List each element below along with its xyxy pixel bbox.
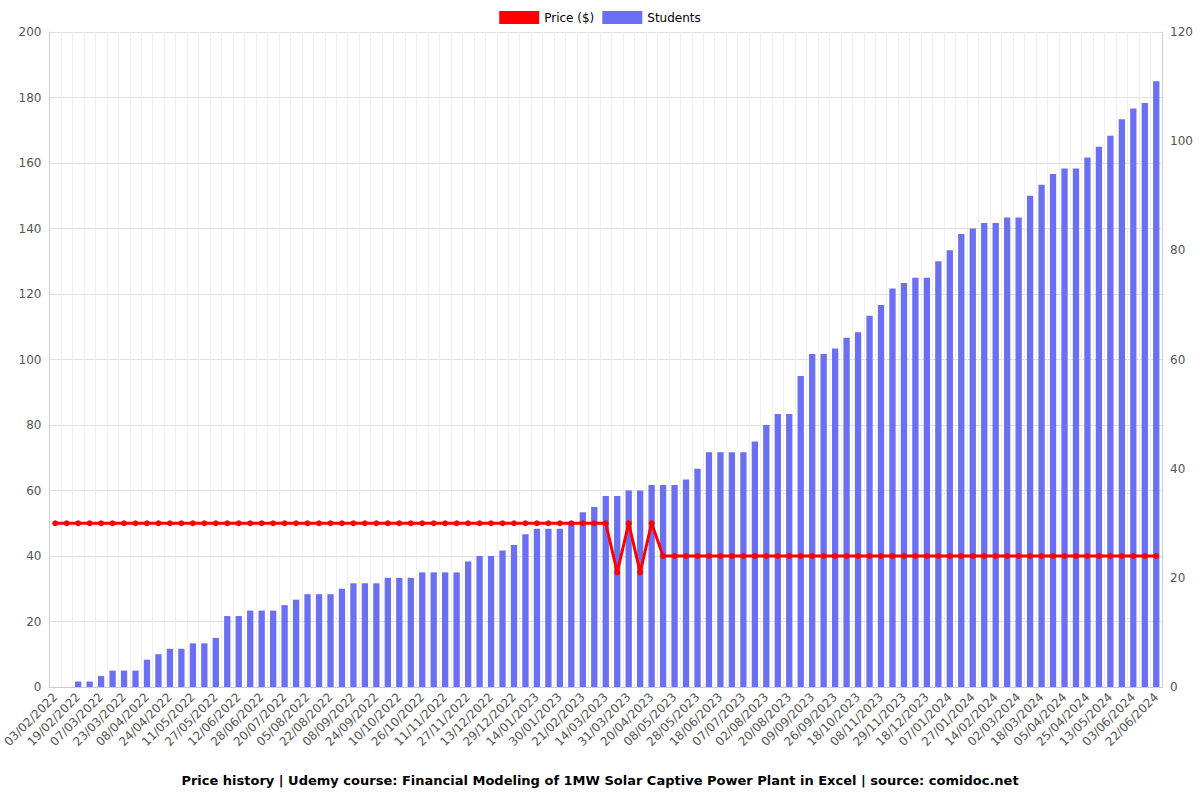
svg-text:24/04/2022: 24/04/2022 bbox=[116, 690, 175, 749]
svg-text:27/01/2024: 27/01/2024 bbox=[919, 690, 978, 749]
svg-text:03/06/2024: 03/06/2024 bbox=[1079, 690, 1139, 749]
svg-text:12/06/2022: 12/06/2022 bbox=[184, 690, 244, 749]
svg-text:02/03/2024: 02/03/2024 bbox=[964, 690, 1024, 749]
svg-text:20/08/2023: 20/08/2023 bbox=[735, 690, 795, 749]
svg-text:18/10/2023: 18/10/2023 bbox=[804, 690, 863, 749]
svg-text:140: 140 bbox=[19, 222, 42, 236]
svg-text:40: 40 bbox=[1170, 462, 1185, 476]
svg-text:14/01/2023: 14/01/2023 bbox=[483, 690, 542, 749]
svg-text:08/04/2022: 08/04/2022 bbox=[93, 690, 152, 749]
svg-text:23/03/2022: 23/03/2022 bbox=[70, 690, 129, 749]
svg-text:120: 120 bbox=[1170, 25, 1193, 39]
svg-text:03/02/2022: 03/02/2022 bbox=[1, 690, 61, 749]
svg-text:07/03/2022: 07/03/2022 bbox=[47, 690, 107, 749]
svg-text:10/10/2022: 10/10/2022 bbox=[345, 690, 405, 749]
svg-text:05/04/2024: 05/04/2024 bbox=[1010, 690, 1070, 749]
svg-text:22/08/2022: 22/08/2022 bbox=[276, 690, 336, 749]
svg-text:0: 0 bbox=[1170, 680, 1178, 694]
svg-text:18/06/2023: 18/06/2023 bbox=[666, 690, 726, 749]
svg-text:20/07/2022: 20/07/2022 bbox=[230, 690, 290, 749]
svg-text:27/05/2022: 27/05/2022 bbox=[162, 690, 221, 749]
svg-text:0: 0 bbox=[34, 680, 42, 694]
svg-text:20/04/2023: 20/04/2023 bbox=[597, 690, 657, 749]
svg-text:20: 20 bbox=[1170, 571, 1185, 585]
svg-text:18/03/2024: 18/03/2024 bbox=[987, 690, 1047, 749]
svg-text:200: 200 bbox=[19, 25, 42, 39]
svg-text:160: 160 bbox=[19, 156, 42, 170]
svg-text:26/10/2022: 26/10/2022 bbox=[368, 690, 428, 749]
svg-text:11/05/2022: 11/05/2022 bbox=[139, 690, 198, 749]
svg-text:80: 80 bbox=[1170, 243, 1185, 257]
svg-text:18/12/2023: 18/12/2023 bbox=[873, 690, 932, 749]
svg-text:21/02/2023: 21/02/2023 bbox=[529, 690, 588, 749]
svg-text:28/05/2023: 28/05/2023 bbox=[643, 690, 703, 749]
svg-text:29/12/2022: 29/12/2022 bbox=[460, 690, 519, 749]
svg-text:07/01/2024: 07/01/2024 bbox=[896, 690, 955, 749]
svg-text:20: 20 bbox=[26, 615, 41, 629]
svg-text:Students: Students bbox=[647, 11, 701, 25]
svg-text:19/02/2022: 19/02/2022 bbox=[24, 690, 84, 749]
svg-text:28/06/2022: 28/06/2022 bbox=[207, 690, 267, 749]
svg-text:14/02/2024: 14/02/2024 bbox=[941, 690, 1001, 749]
svg-text:13/12/2022: 13/12/2022 bbox=[437, 690, 496, 749]
svg-text:31/03/2023: 31/03/2023 bbox=[574, 690, 634, 749]
svg-text:100: 100 bbox=[1170, 134, 1193, 148]
svg-text:Price ($): Price ($) bbox=[544, 11, 594, 25]
svg-text:09/09/2023: 09/09/2023 bbox=[758, 690, 818, 749]
svg-text:80: 80 bbox=[26, 418, 41, 432]
svg-text:11/11/2022: 11/11/2022 bbox=[391, 690, 451, 749]
svg-text:25/04/2024: 25/04/2024 bbox=[1033, 690, 1093, 749]
svg-text:30/01/2023: 30/01/2023 bbox=[506, 690, 565, 749]
svg-text:60: 60 bbox=[1170, 353, 1185, 367]
svg-text:24/09/2022: 24/09/2022 bbox=[322, 690, 382, 749]
svg-text:08/11/2023: 08/11/2023 bbox=[827, 690, 886, 749]
svg-text:100: 100 bbox=[19, 353, 42, 367]
svg-text:60: 60 bbox=[26, 484, 41, 498]
svg-text:05/08/2022: 05/08/2022 bbox=[253, 690, 313, 749]
svg-text:07/07/2023: 07/07/2023 bbox=[689, 690, 749, 749]
svg-text:29/11/2023: 29/11/2023 bbox=[850, 690, 909, 749]
svg-text:Price history | Udemy course:: Price history | Udemy course: Financial … bbox=[181, 773, 1018, 788]
svg-text:180: 180 bbox=[19, 91, 42, 105]
svg-text:08/09/2022: 08/09/2022 bbox=[299, 690, 359, 749]
svg-text:22/06/2024: 22/06/2024 bbox=[1102, 690, 1161, 749]
svg-text:27/11/2022: 27/11/2022 bbox=[414, 690, 474, 749]
svg-text:13/05/2024: 13/05/2024 bbox=[1056, 690, 1116, 749]
svg-text:02/08/2023: 02/08/2023 bbox=[712, 690, 772, 749]
svg-text:14/03/2023: 14/03/2023 bbox=[552, 690, 611, 749]
svg-text:40: 40 bbox=[26, 549, 41, 563]
svg-text:120: 120 bbox=[19, 287, 42, 301]
svg-text:08/05/2023: 08/05/2023 bbox=[620, 690, 680, 749]
svg-text:26/09/2023: 26/09/2023 bbox=[781, 690, 841, 749]
